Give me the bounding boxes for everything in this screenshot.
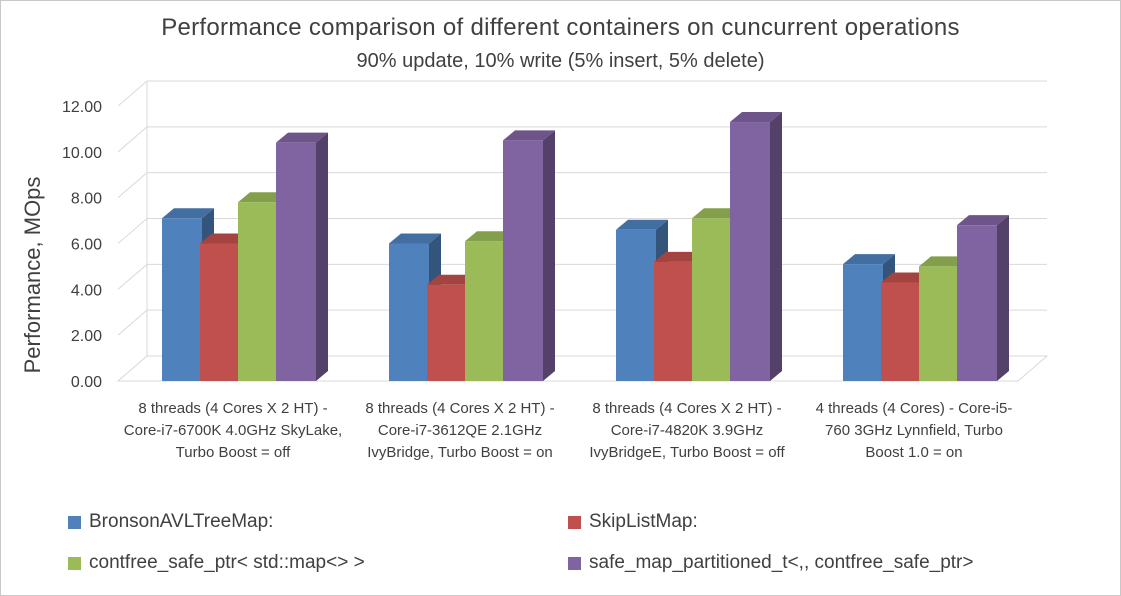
legend-label-contfree: contfree_safe_ptr< std::map<> > [89,552,365,573]
bar [692,218,732,381]
bar [503,140,543,381]
bar [389,243,429,381]
gridline-side [117,126,148,153]
y-tick-label: 6.00 [71,237,102,254]
bar [238,202,278,381]
gridline-side [117,80,148,107]
gridline-side [117,218,148,244]
legend-item-partitioned: safe_map_partitioned_t<,, contfree_safe_… [568,551,973,575]
bar-top [503,130,555,141]
bar [957,225,997,381]
bar [654,261,694,381]
bar-top [162,208,214,219]
bar-top [730,112,782,123]
bar [276,142,316,381]
legend-label-bronson: BronsonAVLTreeMap: [89,511,274,532]
bar-top [616,219,668,230]
legend-item-skiplist: SkipListMap: [568,510,698,534]
y-tick-label: 4.00 [71,282,102,299]
bar [843,264,883,381]
bar [730,122,770,382]
bar-top [957,215,1009,226]
bar [881,282,921,381]
category-label-2: 8 threads (4 Cores X 2 HT) - Core-i7-361… [365,400,555,461]
legend-swatch-skiplist [568,515,581,529]
y-tick-label: 2.00 [71,328,102,345]
y-tick-label: 12.00 [62,99,102,116]
chart-title: Performance comparison of different cont… [161,14,960,41]
chart-subtitle: 90% update, 10% write (5% insert, 5% del… [356,50,765,72]
legend-swatch-contfree [68,556,81,570]
category-label-4: 4 threads (4 Cores) - Core-i5-760 3GHz L… [815,400,1013,461]
bar [427,284,467,381]
bar [616,229,656,381]
y-tick-label: 0.00 [71,374,102,391]
bar-side [316,132,328,381]
bar [162,218,202,381]
category-label-3: 8 threads (4 Cores X 2 HT) - Core-i7-482… [589,400,785,461]
y-tick-label: 10.00 [62,145,102,162]
gridline-side [117,172,148,199]
gridline-side [117,263,148,290]
bar [919,266,959,381]
bar-side [997,215,1009,381]
legend-label-partitioned: safe_map_partitioned_t<,, contfree_safe_… [589,552,974,573]
bar-side [770,112,782,382]
bar [200,243,240,381]
y-tick-label: 8.00 [71,191,102,208]
bar-side [543,130,555,381]
legend-item-bronson: BronsonAVLTreeMap: [68,510,273,534]
bar-top [389,233,441,244]
bar [465,241,505,381]
legend-swatch-partitioned [568,556,581,570]
legend-label-skiplist: SkipListMap: [589,511,698,532]
legend-item-contfree: contfree_safe_ptr< std::map<> > [68,551,365,575]
category-label-1: 8 threads (4 Cores X 2 HT) - Core-i7-670… [123,400,343,461]
gridline-side [117,309,148,336]
bar-top [276,132,328,143]
bar-top [843,254,895,265]
legend-swatch-bronson [68,515,81,529]
